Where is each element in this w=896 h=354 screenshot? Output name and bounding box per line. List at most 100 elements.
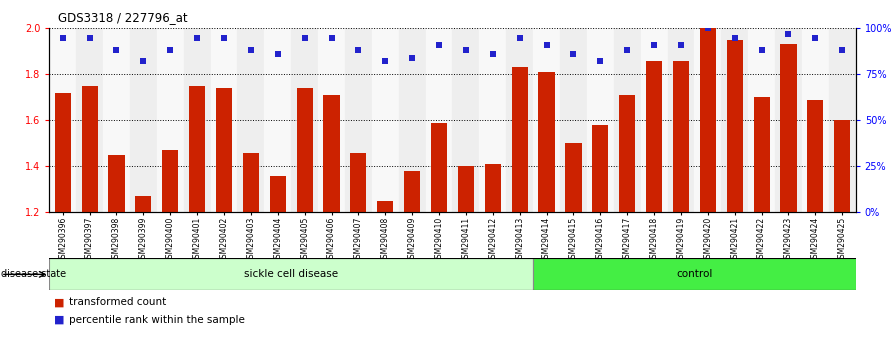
- Point: [297, 35, 312, 40]
- Bar: [452, 28, 479, 212]
- Text: percentile rank within the sample: percentile rank within the sample: [69, 315, 245, 325]
- Bar: [216, 88, 232, 212]
- Bar: [243, 153, 259, 212]
- Text: disease state: disease state: [1, 269, 66, 279]
- Point: [244, 47, 258, 53]
- Bar: [426, 28, 452, 212]
- Point: [486, 51, 500, 57]
- Bar: [592, 125, 608, 212]
- Bar: [264, 28, 291, 212]
- Bar: [560, 28, 587, 212]
- Bar: [727, 40, 743, 212]
- Bar: [721, 28, 748, 212]
- Text: sickle cell disease: sickle cell disease: [244, 269, 339, 279]
- Bar: [189, 86, 205, 212]
- Bar: [565, 143, 582, 212]
- Bar: [512, 68, 528, 212]
- Bar: [162, 150, 178, 212]
- Bar: [458, 166, 474, 212]
- Bar: [49, 258, 533, 290]
- Point: [674, 42, 688, 48]
- Point: [217, 35, 231, 40]
- Bar: [754, 97, 770, 212]
- Point: [459, 47, 473, 53]
- Bar: [485, 164, 501, 212]
- Bar: [350, 153, 366, 212]
- Bar: [318, 28, 345, 212]
- Text: control: control: [676, 269, 712, 279]
- Bar: [780, 45, 797, 212]
- Bar: [82, 86, 98, 212]
- Bar: [157, 28, 184, 212]
- Text: transformed count: transformed count: [69, 297, 167, 307]
- Bar: [237, 28, 264, 212]
- Bar: [834, 120, 850, 212]
- Text: GDS3318 / 227796_at: GDS3318 / 227796_at: [58, 11, 188, 24]
- Point: [513, 35, 527, 40]
- Point: [539, 42, 554, 48]
- Bar: [184, 28, 211, 212]
- Point: [432, 42, 446, 48]
- Bar: [641, 28, 668, 212]
- Point: [271, 51, 285, 57]
- Bar: [700, 28, 716, 212]
- Bar: [431, 123, 447, 212]
- Bar: [694, 28, 721, 212]
- Bar: [108, 155, 125, 212]
- Bar: [399, 28, 426, 212]
- Bar: [807, 100, 823, 212]
- Point: [324, 35, 339, 40]
- Bar: [587, 28, 614, 212]
- Bar: [404, 171, 420, 212]
- Bar: [748, 28, 775, 212]
- Point: [56, 35, 70, 40]
- Point: [190, 35, 204, 40]
- Point: [835, 47, 849, 53]
- Bar: [323, 95, 340, 212]
- Bar: [802, 28, 829, 212]
- Point: [405, 55, 419, 61]
- Point: [593, 59, 607, 64]
- Point: [808, 35, 823, 40]
- Bar: [76, 28, 103, 212]
- Point: [566, 51, 581, 57]
- Bar: [533, 258, 856, 290]
- Text: ■: ■: [54, 297, 65, 307]
- Bar: [377, 201, 393, 212]
- Bar: [506, 28, 533, 212]
- Point: [620, 47, 634, 53]
- Bar: [479, 28, 506, 212]
- Point: [163, 47, 177, 53]
- Bar: [614, 28, 641, 212]
- Bar: [646, 61, 662, 212]
- Bar: [49, 28, 76, 212]
- Bar: [211, 28, 237, 212]
- Bar: [55, 93, 71, 212]
- Bar: [103, 28, 130, 212]
- Bar: [270, 176, 286, 212]
- Bar: [538, 72, 555, 212]
- Bar: [291, 28, 318, 212]
- Point: [351, 47, 366, 53]
- Bar: [829, 28, 856, 212]
- Point: [701, 25, 715, 31]
- Point: [781, 31, 796, 37]
- Bar: [372, 28, 399, 212]
- Point: [647, 42, 661, 48]
- Bar: [668, 28, 694, 212]
- Point: [82, 35, 97, 40]
- Bar: [135, 196, 151, 212]
- Text: ■: ■: [54, 315, 65, 325]
- Point: [136, 59, 151, 64]
- Point: [378, 59, 392, 64]
- Bar: [345, 28, 372, 212]
- Point: [728, 35, 742, 40]
- Bar: [673, 61, 689, 212]
- Bar: [533, 28, 560, 212]
- Bar: [297, 88, 313, 212]
- Point: [754, 47, 769, 53]
- Point: [109, 47, 124, 53]
- Bar: [775, 28, 802, 212]
- Bar: [619, 95, 635, 212]
- Bar: [130, 28, 157, 212]
